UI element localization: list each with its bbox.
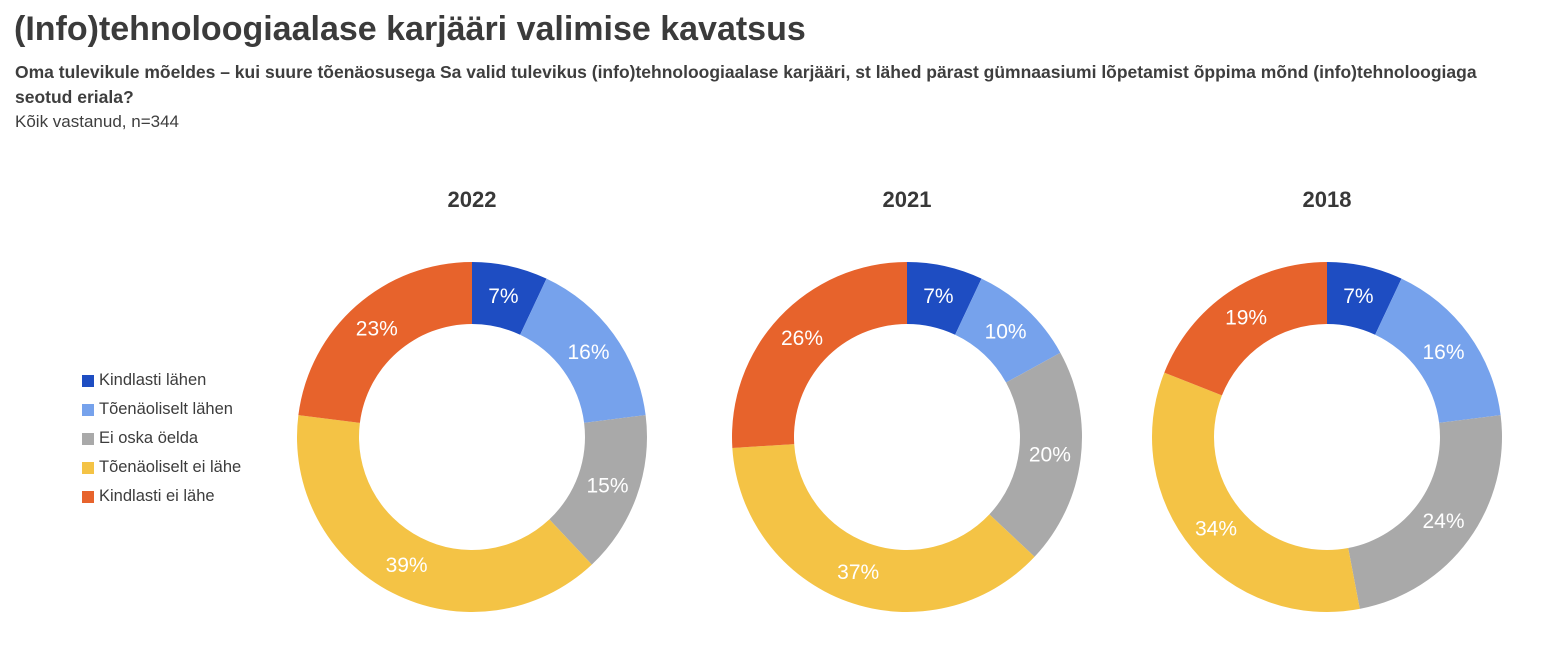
slice-value-label: 23%: [356, 318, 398, 341]
donut-slice-2018-Kindlasti lähen: [1327, 262, 1402, 335]
slice-value-label: 26%: [781, 327, 823, 350]
slice-value-label: 7%: [923, 285, 953, 308]
legend-item: Kindlasti ei lähe: [82, 482, 241, 511]
slice-value-label: 7%: [1343, 285, 1373, 308]
chart-legend: Kindlasti lähen Tõenäoliselt lähen Ei os…: [82, 366, 241, 511]
chart-title-2018: 2018: [1302, 187, 1352, 212]
legend-swatch-icon: [82, 403, 94, 416]
donut-slice-2018-Tõenäoliselt ei lähe: [1152, 372, 1360, 612]
donut-slice-2021-Kindlasti lähen: [907, 262, 982, 335]
legend-item: Tõenäoliselt lähen: [82, 395, 241, 424]
legend-swatch-icon: [82, 490, 94, 503]
donut-chart-2022: 2022 7% 16% 15% 39% 23%: [287, 186, 657, 622]
donut-chart-2021: 2021 7% 10% 20% 37% 26%: [722, 186, 1092, 622]
legend-swatch-icon: [82, 374, 94, 387]
donut-slice-2022-Tõenäoliselt ei lähe: [297, 415, 592, 612]
donut-slice-2021-Ei oska öelda: [989, 352, 1082, 557]
donut-slice-2021-Kindlasti ei lähe: [732, 262, 907, 448]
donut-slice-2018-Kindlasti ei lähe: [1164, 262, 1327, 396]
chart-title-2021: 2021: [882, 187, 932, 212]
legend-label: Tõenäoliselt ei lähe: [99, 458, 242, 476]
slice-value-label: 34%: [1195, 517, 1237, 540]
slice-value-label: 37%: [837, 561, 879, 584]
slice-value-label: 15%: [586, 474, 628, 497]
donut-slice-2021-Tõenäoliselt lähen: [955, 278, 1061, 383]
page-subtitle: Oma tulevikule mõeldes – kui suure tõenä…: [15, 62, 1477, 107]
slice-value-label: 10%: [985, 321, 1027, 344]
legend-label: Ei oska öelda: [99, 429, 199, 447]
legend-label: Tõenäoliselt lähen: [99, 400, 233, 418]
slice-value-label: 24%: [1422, 510, 1464, 533]
donut-slice-2021-Tõenäoliselt ei lähe: [732, 444, 1035, 612]
donut-slice-2018-Tõenäoliselt lähen: [1375, 278, 1501, 423]
legend-swatch-icon: [82, 461, 94, 474]
donut-slice-2022-Ei oska öelda: [549, 415, 647, 565]
legend-swatch-icon: [82, 432, 94, 445]
legend-item: Kindlasti lähen: [82, 366, 241, 395]
donut-svg-2021: 7% 10% 20% 37% 26%: [732, 262, 1082, 612]
donut-svg-2022: 7% 16% 15% 39% 23%: [297, 262, 647, 612]
slice-value-label: 16%: [1422, 341, 1464, 364]
slice-value-label: 20%: [1029, 444, 1071, 467]
legend-item: Ei oska öelda: [82, 424, 241, 453]
donut-slice-2022-Tõenäoliselt lähen: [520, 278, 646, 423]
donut-chart-2018: 2018 7% 16% 24% 34% 19%: [1142, 186, 1512, 622]
donut-slice-2022-Kindlasti ei lähe: [298, 262, 472, 423]
slice-value-label: 16%: [567, 341, 609, 364]
slice-value-label: 7%: [488, 285, 518, 308]
slice-value-label: 39%: [386, 554, 428, 577]
legend-label: Kindlasti lähen: [99, 371, 207, 389]
legend-item: Tõenäoliselt ei lähe: [82, 453, 241, 482]
donut-slice-2022-Kindlasti lähen: [472, 262, 547, 335]
donut-svg-2018: 7% 16% 24% 34% 19%: [1152, 262, 1502, 612]
donut-slice-2018-Ei oska öelda: [1348, 415, 1502, 609]
sample-note: Kõik vastanud, n=344: [15, 112, 179, 131]
slice-value-label: 19%: [1225, 306, 1267, 329]
legend-label: Kindlasti ei lähe: [99, 487, 215, 505]
chart-title-2022: 2022: [447, 187, 497, 212]
page-title: (Info)tehnoloogiaalase karjääri valimise…: [14, 10, 806, 48]
